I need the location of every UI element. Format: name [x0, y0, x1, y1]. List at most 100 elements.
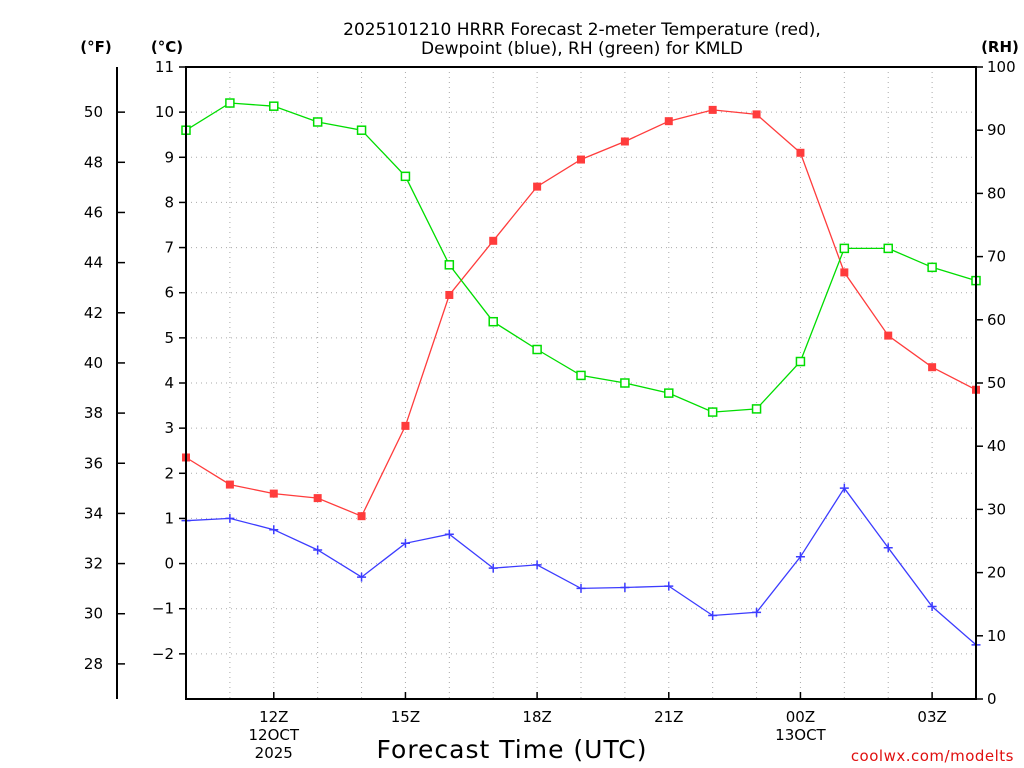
rh-point — [532, 344, 542, 355]
celsius-unit-label: (°C) — [151, 38, 183, 56]
rh-point — [400, 171, 411, 182]
fahrenheit-tick-label: 28 — [84, 655, 103, 673]
temperature-point — [577, 155, 585, 164]
temperature-point — [884, 331, 893, 340]
celsius-tick-label: 8 — [164, 193, 174, 211]
x-tick-label: 18Z — [522, 708, 551, 726]
celsius-tick-label: 7 — [164, 239, 174, 257]
fahrenheit-tick-label: 50 — [84, 103, 103, 121]
rh-tick-label: 50 — [987, 374, 1006, 392]
rh-point — [225, 98, 235, 108]
fahrenheit-tick-label: 40 — [84, 354, 103, 372]
temperature-point — [401, 421, 410, 430]
temperature-point — [225, 480, 234, 489]
rh-tick-label: 0 — [987, 690, 997, 708]
celsius-tick-label: 10 — [155, 103, 174, 121]
dewpoint-point — [620, 582, 630, 592]
celsius-tick-label: 2 — [164, 464, 174, 482]
chart-title-line-2: Dewpoint (blue), RH (green) for KMLD — [421, 39, 743, 59]
dewpoint-point — [444, 529, 454, 539]
x-tick-label: 21Z — [654, 708, 683, 726]
temperature-point — [840, 268, 849, 277]
rh-tick-label: 90 — [987, 121, 1006, 139]
dewpoint-point — [883, 543, 893, 553]
rh-point — [269, 101, 279, 111]
dewpoint-point — [664, 581, 674, 591]
fahrenheit-tick-label: 34 — [84, 504, 103, 522]
rh-point — [707, 407, 718, 417]
temperature-point — [752, 110, 761, 119]
dewpoint-point — [532, 560, 542, 570]
rh-point — [839, 243, 850, 254]
celsius-tick-label: 4 — [164, 374, 174, 392]
rh-point — [883, 243, 893, 254]
dewpoint-point — [752, 607, 762, 617]
celsius-tick-label: 9 — [164, 148, 174, 166]
rh-point — [356, 125, 367, 135]
dewpoint-point — [839, 483, 849, 493]
rh-tick-label: 80 — [987, 184, 1006, 202]
rh-point — [488, 316, 498, 327]
celsius-tick-label: 11 — [155, 58, 174, 76]
dewpoint-point — [488, 563, 498, 573]
rh-point — [795, 356, 806, 367]
rh-point — [444, 260, 455, 270]
temperature-point — [533, 182, 542, 191]
rh-point — [576, 370, 586, 381]
dewpoint-point — [357, 572, 367, 582]
temperature-point — [708, 105, 717, 114]
fahrenheit-tick-label: 38 — [84, 404, 103, 422]
rh-tick-label: 30 — [987, 500, 1006, 518]
temperature-point — [620, 137, 629, 146]
rh-tick-label: 100 — [987, 58, 1016, 76]
x-tick-label: 12Z — [259, 708, 288, 726]
axes: 283032343638404244464850−2−1012345678910… — [84, 58, 1016, 762]
dewpoint-point — [795, 552, 805, 562]
celsius-tick-label: −1 — [152, 600, 174, 618]
temperature-point — [313, 494, 322, 503]
x-tick-label: 2025 — [255, 744, 293, 762]
temperature-point — [489, 236, 498, 245]
dewpoint-line — [185, 487, 977, 646]
x-tick-label: 00Z — [786, 708, 815, 726]
dewpoint-point — [576, 583, 586, 593]
rh-point — [927, 262, 937, 273]
celsius-tick-label: 6 — [164, 284, 174, 302]
temperature-line — [185, 109, 977, 518]
rh-tick-label: 70 — [987, 248, 1006, 266]
celsius-tick-label: −2 — [152, 645, 174, 663]
rh-unit-label: (RH) — [981, 38, 1019, 56]
rh-point — [664, 388, 674, 398]
rh-tick-label: 20 — [987, 564, 1006, 582]
dewpoint-point — [400, 538, 410, 548]
x-axis-label: Forecast Time (UTC) — [377, 735, 648, 764]
celsius-tick-label: 1 — [164, 509, 174, 527]
dewpoint-point — [927, 601, 937, 611]
rh-tick-label: 10 — [987, 627, 1006, 645]
temperature-point — [796, 148, 805, 157]
series-group — [181, 98, 981, 650]
rh-tick-label: 60 — [987, 311, 1006, 329]
x-tick-label: 03Z — [917, 708, 946, 726]
fahrenheit-unit-label: (°F) — [80, 38, 111, 56]
fahrenheit-tick-label: 48 — [84, 153, 103, 171]
celsius-tick-label: 3 — [164, 419, 174, 437]
rh-point — [312, 117, 323, 127]
rh-point — [751, 404, 762, 414]
temperature-point — [664, 117, 673, 126]
fahrenheit-tick-label: 42 — [84, 304, 103, 322]
dewpoint-point — [313, 545, 323, 555]
fahrenheit-tick-label: 36 — [84, 454, 103, 472]
celsius-tick-label: 5 — [164, 329, 174, 347]
fahrenheit-tick-label: 32 — [84, 555, 103, 573]
credit-text: coolwx.com/modelts — [851, 747, 1014, 765]
chart-title-line-1: 2025101210 HRRR Forecast 2-meter Tempera… — [343, 20, 821, 40]
fahrenheit-tick-label: 46 — [84, 203, 103, 221]
fahrenheit-tick-label: 30 — [84, 605, 103, 623]
x-tick-label: 13OCT — [775, 726, 826, 744]
x-tick-label: 12OCT — [249, 726, 300, 744]
celsius-tick-label: 0 — [164, 555, 174, 573]
dewpoint-point — [269, 525, 279, 535]
temperature-point — [357, 512, 366, 521]
